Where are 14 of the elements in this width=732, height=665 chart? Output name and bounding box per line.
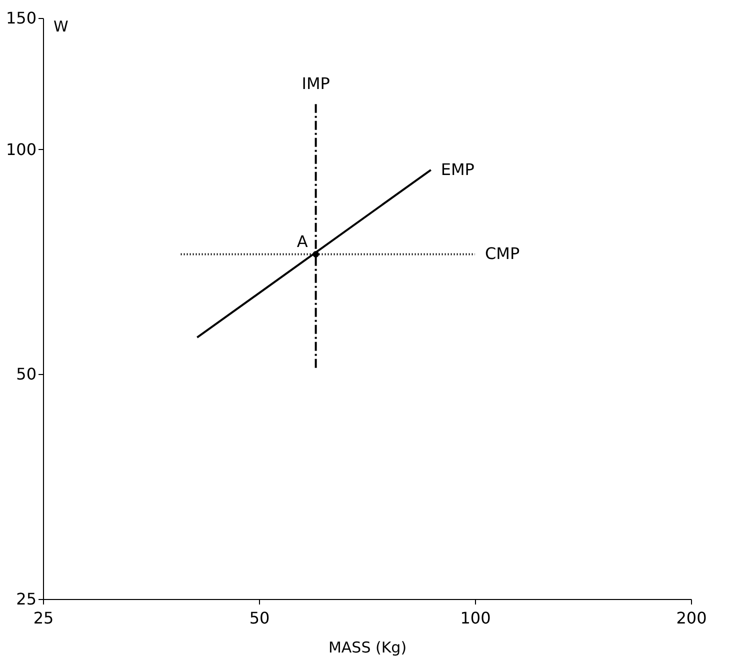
x-tick-label: 200 (676, 608, 707, 628)
y-tick-label: 100 (6, 140, 36, 159)
series-label: EMP (440, 160, 475, 179)
y-tick-label: 50 (16, 364, 36, 384)
y-tick-label: 150 (6, 8, 36, 28)
series-label: CMP (485, 244, 520, 264)
x-tick-label: 100 (460, 608, 491, 628)
series-label: IMP (302, 74, 330, 94)
y-tick-label: 25 (16, 590, 36, 608)
x-axis-title: MASS (Kg) (328, 638, 407, 656)
x-tick-label: 50 (249, 608, 270, 628)
x-tick-label: 25 (33, 608, 54, 628)
annotation: A (296, 232, 308, 252)
y-axis-title: W (54, 18, 68, 36)
